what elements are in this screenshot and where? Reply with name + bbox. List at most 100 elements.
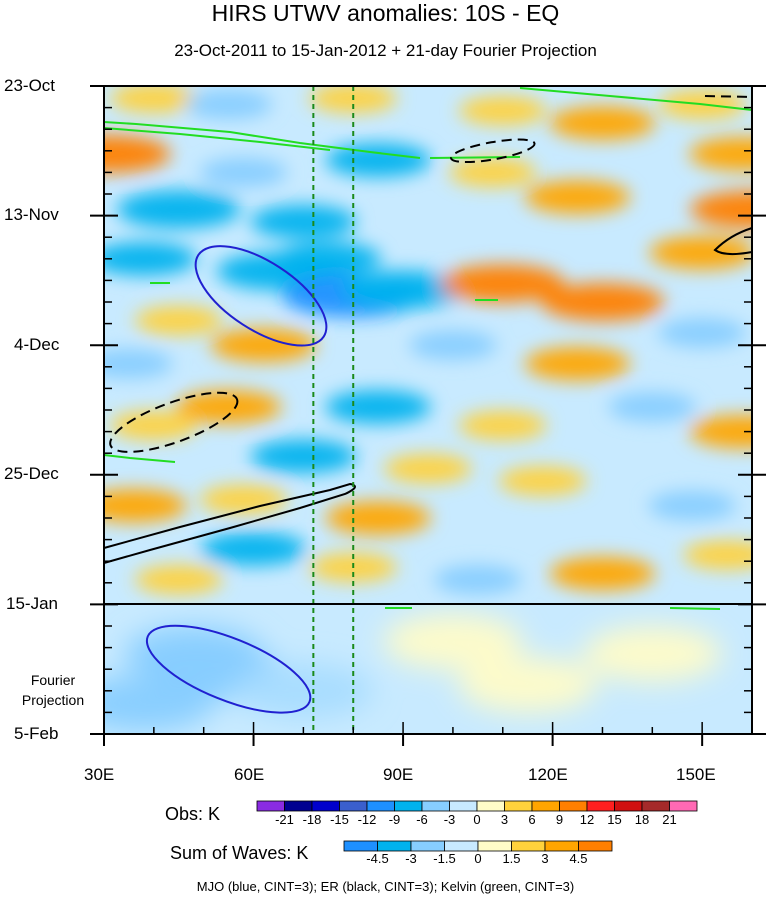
anomaly-blob <box>325 390 431 424</box>
colorbars: -21 -18 -15 -12 -9 -6 -3 0 3 6 9 12 15 18 21 -4.5 -3 -1.5… <box>256 800 698 866</box>
obs-colorbar-level-label: -18 <box>303 812 322 827</box>
wave-legend-text: MJO (blue, CINT=3); ER (black, CINT=3); … <box>196 879 575 894</box>
anomaly-blob <box>383 613 523 670</box>
x-tick-label: 120E <box>528 765 568 784</box>
anomaly-blob <box>608 392 697 422</box>
obs-colorbar-level-label: 0 <box>473 812 480 827</box>
anomaly-blob <box>341 270 465 309</box>
chart-title: HIRS UTWV anomalies: 10S - EQ <box>211 0 560 26</box>
y-tick-label: 25-Dec <box>4 464 59 483</box>
obs-colorbar-level-label: 18 <box>635 812 649 827</box>
anomaly-blob <box>109 410 198 440</box>
anomaly-blob <box>549 106 656 140</box>
x-tick-label: 60E <box>234 765 265 784</box>
obs-colorbar-level-label: 12 <box>580 812 594 827</box>
anomaly-blob <box>184 89 273 120</box>
anomaly-blob <box>458 96 547 126</box>
obs-colorbar-level-label: -6 <box>416 812 428 827</box>
waves-colorbar-swatch <box>578 840 613 852</box>
anomaly-blob <box>524 346 631 381</box>
anomaly-blob <box>104 349 173 379</box>
anomaly-blob <box>134 565 223 595</box>
anomaly-blob <box>457 656 598 713</box>
anomaly-blob <box>433 565 522 595</box>
obs-colorbar-level-label: -21 <box>275 812 294 827</box>
waves-colorbar-level-label: -3 <box>405 851 417 866</box>
obs-colorbar-swatch <box>394 800 423 812</box>
waves-colorbar-level-label: -1.5 <box>433 851 455 866</box>
anomaly-blob <box>690 190 752 229</box>
obs-colorbar-swatch <box>504 800 533 812</box>
anomaly-blob <box>448 157 537 187</box>
obs-colorbar-swatch <box>614 800 643 812</box>
waves-colorbar-swatch <box>544 840 579 852</box>
obs-colorbar-swatch <box>256 800 285 812</box>
mjo-contour <box>194 245 328 347</box>
waves-colorbar-swatch <box>343 840 378 852</box>
er-wave-open-contours <box>103 95 753 564</box>
anomaly-blob <box>649 235 752 270</box>
waves-colorbar-level-label: 3 <box>541 851 548 866</box>
anomaly-blob <box>325 501 431 535</box>
anomaly-blob <box>384 454 472 484</box>
anomaly-blob <box>199 484 288 515</box>
er-contour <box>450 138 536 164</box>
anomaly-blob <box>689 137 752 171</box>
obs-colorbar-level-label: -15 <box>330 812 349 827</box>
obs-colorbar-level-label: 9 <box>556 812 563 827</box>
y-tick-label: 15-Jan <box>6 594 58 613</box>
anomaly-blob <box>200 532 307 566</box>
obs-colorbar-swatch <box>559 800 588 812</box>
obs-colorbar-level-label: -12 <box>358 812 377 827</box>
y-tick-label: 23-Oct <box>4 76 56 95</box>
obs-colorbar-swatch <box>476 800 505 812</box>
anomaly-blob <box>582 626 723 682</box>
observed-anomaly-field <box>104 86 752 595</box>
anomaly-blob <box>109 86 198 113</box>
obs-colorbar-swatch <box>669 800 698 812</box>
obs-colorbar-level-label: 15 <box>607 812 621 827</box>
obs-colorbar-swatch <box>366 800 395 812</box>
waves-colorbar-swatch <box>477 840 512 852</box>
y-tick-label: 13-Nov <box>4 205 59 224</box>
anomaly-blob <box>549 556 656 591</box>
anomaly-blob <box>658 318 747 348</box>
obs-colorbar-swatch <box>339 800 368 812</box>
waves-colorbar-level-label: 1.5 <box>502 851 520 866</box>
y-tick-label: 5-Feb <box>14 724 59 743</box>
anomaly-blob <box>689 414 752 449</box>
obs-colorbar-level-label: 3 <box>501 812 508 827</box>
anomaly-blob <box>233 663 374 719</box>
x-tick-label: 90E <box>383 765 414 784</box>
anomaly-blob <box>540 282 665 322</box>
anomaly-blob <box>458 410 547 440</box>
anomaly-blob <box>104 134 171 173</box>
anomaly-blob <box>175 390 282 424</box>
waves-colorbar-swatch <box>511 840 546 852</box>
anomaly-blob <box>440 264 565 303</box>
obs-colorbar-swatch <box>641 800 670 812</box>
er-contour <box>109 391 239 453</box>
anomaly-blob <box>498 466 587 496</box>
waves-colorbar-title: Sum of Waves: K <box>170 843 309 863</box>
obs-colorbar-level-label: 21 <box>662 812 676 827</box>
anomaly-blob <box>116 190 241 229</box>
obs-colorbar-level-label: -9 <box>389 812 401 827</box>
anomaly-blob <box>104 488 187 523</box>
obs-colorbar-swatch <box>284 800 313 812</box>
anomaly-blob <box>275 242 382 276</box>
anomaly-blob <box>325 143 431 177</box>
projection-label: Fourier Projection <box>21 672 85 708</box>
waves-colorbar-level-label: 4.5 <box>569 851 587 866</box>
obs-colorbar-level-label: 6 <box>528 812 535 827</box>
waves-colorbar-level-label: -4.5 <box>366 851 388 866</box>
anomaly-blob <box>134 305 223 336</box>
chart-subtitle: 23-Oct-2011 to 15-Jan-2012 + 21-day Four… <box>174 41 597 60</box>
waves-colorbar-swatch <box>410 840 445 852</box>
obs-colorbar-level-label: -3 <box>444 812 456 827</box>
obs-colorbar-title: Obs: K <box>165 804 221 824</box>
anomaly-blob <box>210 328 317 362</box>
waves-colorbar-level-label: 0 <box>474 851 481 866</box>
anomaly-blob <box>104 242 197 276</box>
